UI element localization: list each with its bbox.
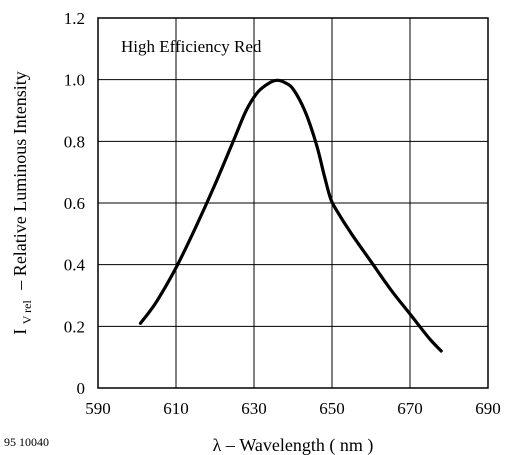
- x-tick-label: 690: [475, 399, 501, 418]
- grid: [98, 18, 488, 388]
- y-tick-label: 1.2: [64, 9, 85, 28]
- x-axis-title: λ – Wavelength ( nm ): [213, 435, 374, 455]
- y-tick-label: 0.6: [64, 194, 85, 213]
- x-tick-label: 670: [397, 399, 423, 418]
- y-tick-label: 0.2: [64, 317, 85, 336]
- series-line-intensity-curve: [138, 78, 443, 353]
- plot-frame: [97, 17, 489, 389]
- y-axis-symbol: I: [10, 329, 30, 335]
- x-tick-label: 590: [85, 399, 111, 418]
- x-tick-label: 610: [163, 399, 189, 418]
- x-tick-labels: 590 610 630 650 670 690: [85, 399, 501, 418]
- chart-annotation: High Efficiency Red: [121, 37, 262, 56]
- figure-code: 95 10040: [4, 435, 49, 449]
- y-tick-label: 0.8: [64, 132, 85, 151]
- y-tick-label: 0: [77, 379, 86, 398]
- x-tick-label: 630: [241, 399, 267, 418]
- y-tick-label: 0.4: [64, 256, 86, 275]
- x-tick-label: 650: [319, 399, 345, 418]
- y-axis-label-text: – Relative Luminous Intensity: [10, 71, 30, 290]
- y-axis-subscript: V rel: [20, 300, 34, 325]
- y-tick-label: 1.0: [64, 71, 85, 90]
- y-tick-labels: 0 0.2 0.4 0.6 0.8 1.0 1.2: [64, 9, 86, 398]
- y-axis-title: I V rel – Relative Luminous Intensity: [10, 71, 35, 335]
